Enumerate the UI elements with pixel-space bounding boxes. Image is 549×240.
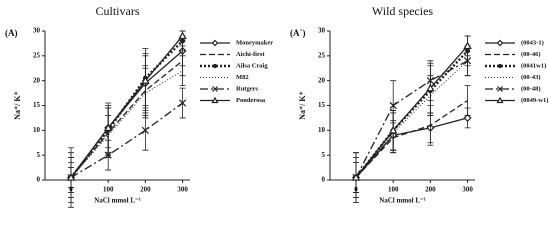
y-tick-label: 5 xyxy=(322,151,326,159)
y-tick-label: 15 xyxy=(318,101,326,109)
series-line xyxy=(355,45,469,178)
marker xyxy=(426,83,435,92)
x-axis-label: NaCl mmol L⁻¹ xyxy=(94,197,141,205)
legend-label: Aichi-first xyxy=(236,51,265,58)
y-axis-label: Na⁺/ K⁺ xyxy=(13,91,22,120)
series-line xyxy=(70,60,183,178)
series-line xyxy=(355,60,468,178)
y-tick-label: 0 xyxy=(322,176,326,184)
y-tick-label: 10 xyxy=(33,126,41,134)
marker xyxy=(463,57,472,65)
marker xyxy=(178,31,187,40)
series-line xyxy=(70,70,183,178)
y-tick-label: 20 xyxy=(318,76,326,84)
marker xyxy=(497,63,503,69)
legend-label: (0041w1) xyxy=(521,62,546,69)
error-bar xyxy=(464,85,471,116)
marker xyxy=(496,39,504,47)
marker xyxy=(388,125,398,134)
panel-label: (A`) xyxy=(290,28,306,38)
legend-label: (0049-w1) xyxy=(521,97,548,104)
y-tick-label: 25 xyxy=(33,51,41,59)
y-tick-label: 25 xyxy=(318,51,326,59)
y-tick-label: 30 xyxy=(33,27,41,35)
series-line xyxy=(355,60,468,178)
x-axis-label: NaCl mmol L⁻¹ xyxy=(379,197,426,205)
series-line xyxy=(70,35,184,178)
marker xyxy=(141,76,150,84)
series-line xyxy=(70,102,183,179)
marker xyxy=(212,86,218,92)
figure: Cultivars (A) Na⁺/ K⁺ NaCl mmol L⁻¹ 0 5 10 15 20… xyxy=(5,4,548,208)
series-line xyxy=(355,117,468,178)
x-tick-label: 200 xyxy=(425,186,436,194)
legend-label: (00-43) xyxy=(521,74,541,81)
legend-label: Rutgers xyxy=(236,85,258,92)
legend-label: (00-48) xyxy=(521,85,541,92)
series-line xyxy=(70,40,184,179)
legend-label: M82 xyxy=(236,74,249,81)
marker xyxy=(211,96,219,104)
marker xyxy=(141,126,150,134)
marker xyxy=(178,99,187,107)
y-tick-label: 10 xyxy=(318,126,326,134)
chart-title: Cultivars xyxy=(96,4,140,18)
y-tick-label: 0 xyxy=(37,176,41,184)
marker xyxy=(103,123,113,132)
legend-label: (00-46) xyxy=(521,51,541,58)
y-tick-label: 15 xyxy=(33,101,41,109)
y-tick-label: 30 xyxy=(318,27,326,35)
marker xyxy=(496,96,504,104)
x-tick-label: 300 xyxy=(462,186,473,194)
x-tick-label: 100 xyxy=(103,186,114,194)
legend-label: Moneymaker xyxy=(236,39,273,46)
marker xyxy=(211,39,219,47)
marker xyxy=(212,63,218,69)
y-tick-label: 20 xyxy=(33,76,41,84)
chart-title: Wild species xyxy=(372,4,433,18)
marker xyxy=(104,151,112,159)
marker xyxy=(463,41,472,50)
marker xyxy=(351,173,361,181)
marker xyxy=(389,101,397,110)
x-tick-label: 300 xyxy=(177,186,188,194)
marker xyxy=(66,173,76,181)
error-bar xyxy=(179,55,186,87)
legend-label: Ailsa Craig xyxy=(236,62,268,69)
y-axis-label: Na⁺/ K⁺ xyxy=(298,91,307,120)
marker xyxy=(497,86,503,92)
y-tick-label: 5 xyxy=(37,151,41,159)
legend-label: (0043-1) xyxy=(521,39,544,46)
series-line xyxy=(355,99,468,178)
panel-label: (A) xyxy=(5,28,18,38)
x-tick-label: 100 xyxy=(388,186,399,194)
legend-label: Ponderosa xyxy=(236,97,266,104)
x-tick-label: 200 xyxy=(140,186,151,194)
marker xyxy=(463,113,472,122)
